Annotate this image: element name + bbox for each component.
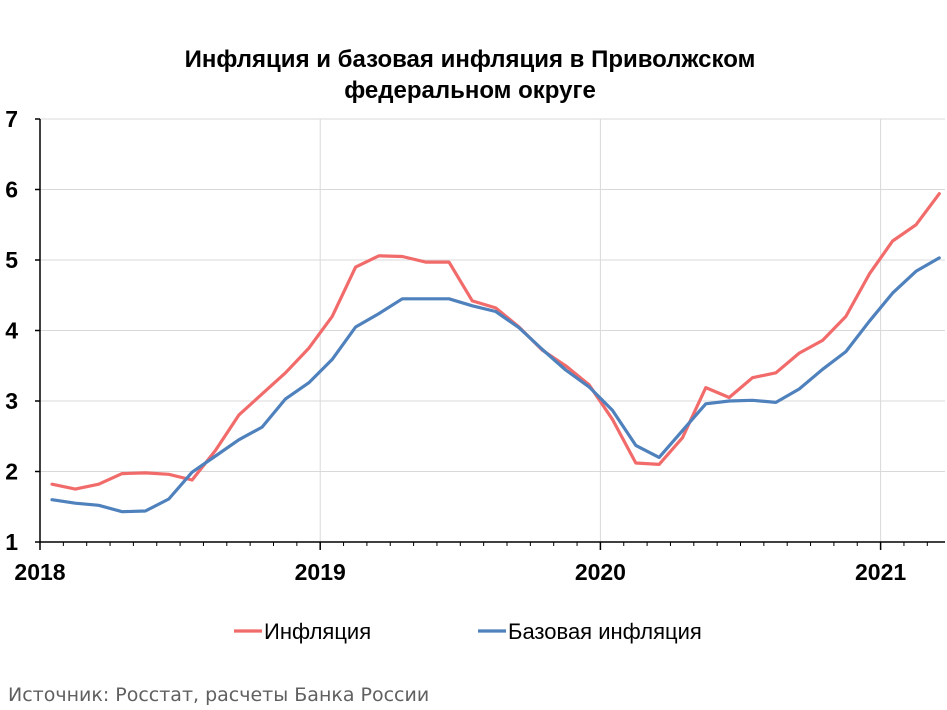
x-tick-label: 2018 [14,559,65,585]
y-tick-label: 3 [5,388,18,414]
y-tick-label: 4 [5,318,18,344]
legend-label-1: Инфляция [264,619,371,644]
series-line-1 [50,192,941,491]
y-tick-label: 5 [5,247,18,273]
y-tick-label: 7 [5,106,18,132]
x-tick-label: 2020 [575,559,626,585]
y-tick-label: 6 [5,177,18,203]
chart-title-line-1: Инфляция и базовая инфляция в Приволжско… [184,46,756,73]
y-tick-label: 2 [5,459,18,485]
chart-title-line-2: федеральном округе [344,77,596,104]
x-tick-label: 2019 [295,559,346,585]
y-tick-label: 1 [5,529,18,555]
x-tick-label: 2021 [855,559,906,585]
legend-label-2: Базовая инфляция [508,619,702,644]
source-note: Источник: Росстат, расчеты Банка России [8,684,430,706]
chart-title: Инфляция и базовая инфляция в Приволжско… [40,44,900,106]
series-line-2 [50,256,941,514]
